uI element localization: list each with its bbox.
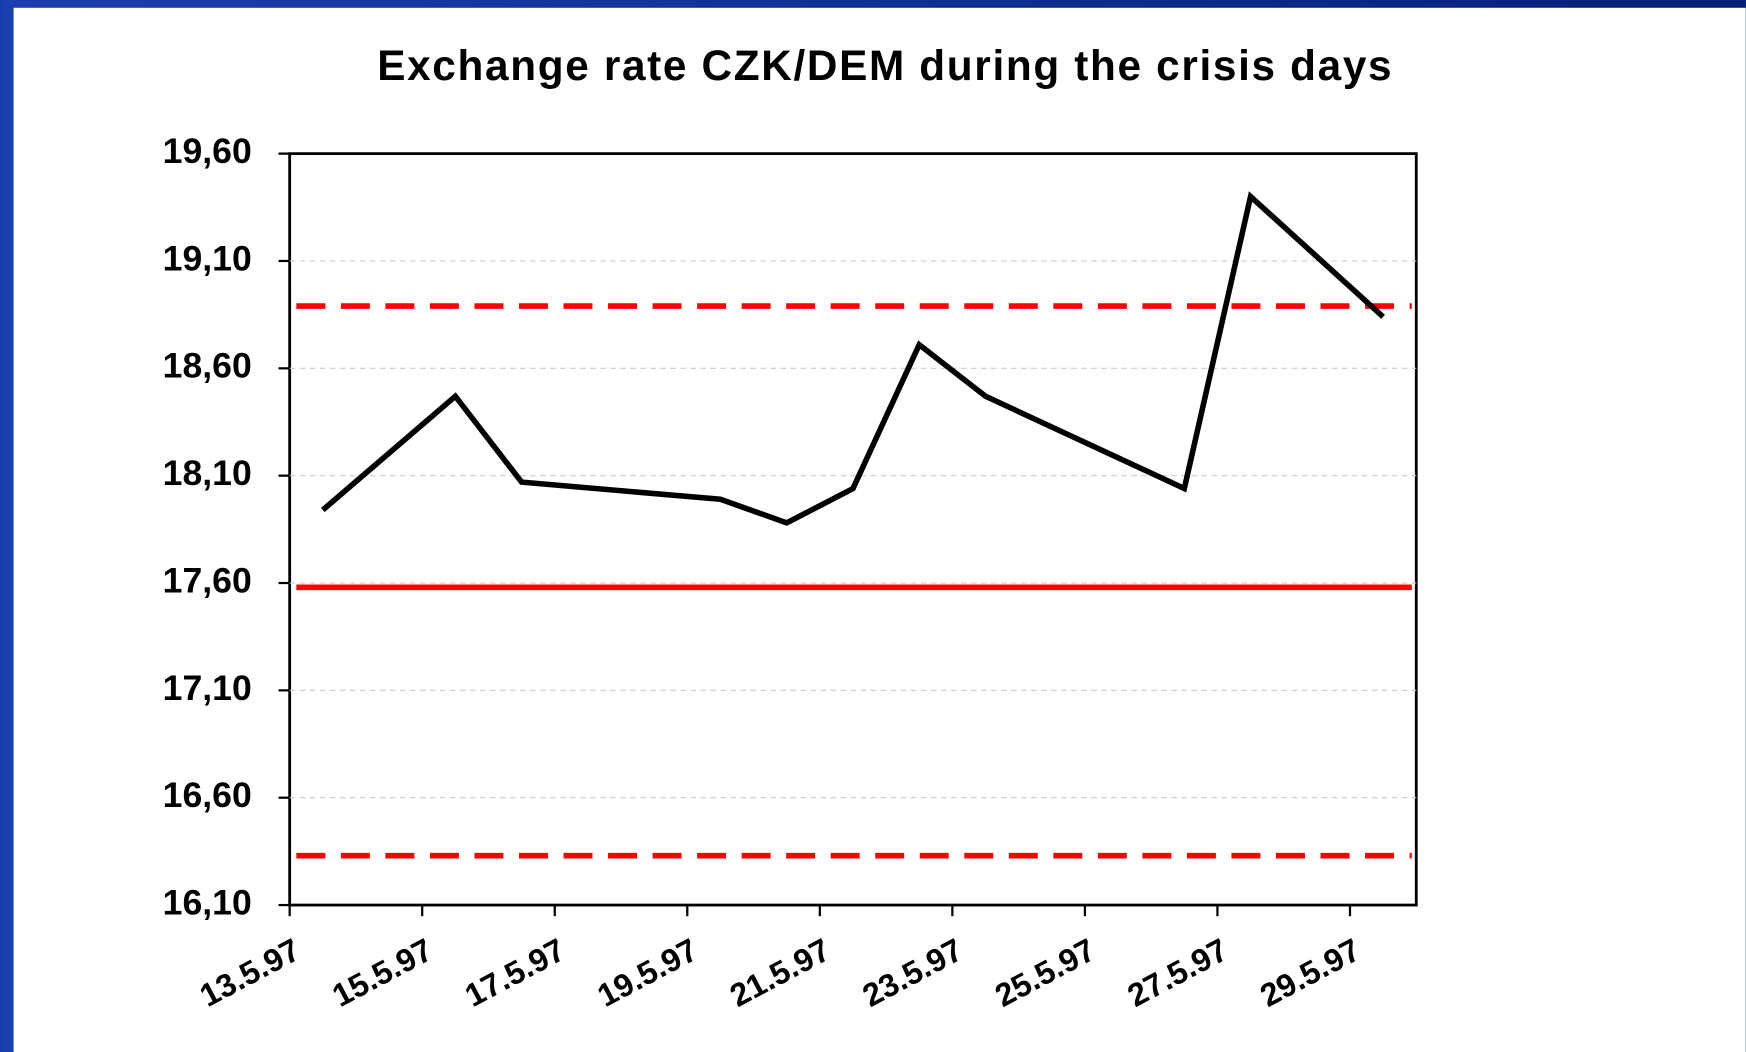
y-tick-label: 17,10 xyxy=(163,668,252,708)
y-tick-label: 18,10 xyxy=(163,453,252,493)
y-tick-label: 16,10 xyxy=(163,882,252,922)
plot-frame xyxy=(288,152,1418,907)
panel xyxy=(13,7,1746,1052)
y-tick-label: 18,60 xyxy=(163,346,252,386)
y-tick-label: 19,60 xyxy=(163,131,252,171)
y-tick-label: 17,60 xyxy=(163,560,252,600)
data-line xyxy=(320,191,1385,526)
y-tick-label: 19,10 xyxy=(163,238,252,278)
chart-title: Exchange rate CZK/DEM during the crisis … xyxy=(377,42,1393,89)
y-tick-label: 16,60 xyxy=(163,775,252,815)
